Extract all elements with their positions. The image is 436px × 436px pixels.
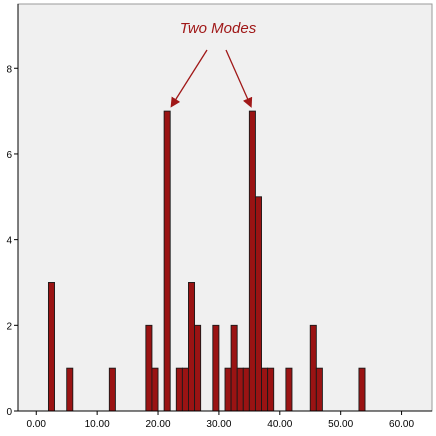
- histogram-bar: [254, 196, 262, 412]
- histogram-bar: [175, 367, 183, 412]
- annotation-arrow: [170, 49, 208, 108]
- histogram-bar: [151, 367, 159, 412]
- annotation-label: Two Modes: [180, 20, 257, 37]
- x-tick-label: 50.00: [328, 419, 353, 430]
- histogram-bar: [66, 367, 74, 412]
- histogram-bar: [261, 367, 269, 412]
- y-tick-label: 2: [6, 321, 12, 332]
- histogram-bar: [108, 367, 116, 412]
- histogram-bar: [194, 324, 202, 412]
- annotation-arrow: [225, 49, 253, 108]
- x-tick-label: 0.00: [27, 419, 47, 430]
- y-tick-label: 8: [6, 64, 12, 75]
- histogram-bar: [309, 324, 317, 412]
- x-tick-label: 20.00: [146, 419, 171, 430]
- histogram-bar: [230, 324, 238, 412]
- histogram-bar: [267, 367, 275, 412]
- histogram-bar: [358, 367, 366, 412]
- histogram-bar: [47, 282, 55, 412]
- y-tick-label: 0: [6, 407, 12, 418]
- histogram-bar: [181, 367, 189, 412]
- y-tick-label: 4: [6, 236, 12, 247]
- histogram-bar: [163, 110, 171, 412]
- x-tick-label: 10.00: [85, 419, 110, 430]
- histogram-bar: [224, 367, 232, 412]
- histogram-bar: [212, 324, 220, 412]
- histogram-bar: [248, 110, 256, 412]
- plot-area: [17, 3, 433, 412]
- histogram-bar: [315, 367, 323, 412]
- x-tick-label: 60.00: [389, 419, 414, 430]
- histogram-bar: [242, 367, 250, 412]
- histogram-bar: [236, 367, 244, 412]
- x-tick-label: 30.00: [206, 419, 231, 430]
- histogram-bar: [285, 367, 293, 412]
- y-tick-label: 6: [6, 150, 12, 161]
- histogram-bar: [145, 324, 153, 412]
- histogram-bar: [188, 282, 196, 412]
- x-tick-label: 40.00: [267, 419, 292, 430]
